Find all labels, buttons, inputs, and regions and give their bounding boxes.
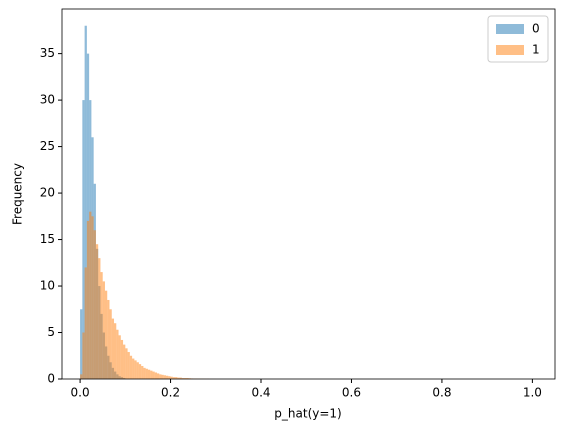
- histogram-bar: [105, 291, 107, 379]
- histogram-bar: [148, 370, 150, 379]
- histogram-bar: [143, 368, 145, 379]
- histogram-bar: [130, 356, 132, 379]
- histogram-bar: [155, 372, 157, 379]
- histogram-bar: [98, 258, 100, 379]
- y-tick-label: 30: [40, 93, 55, 107]
- histogram-bar: [103, 281, 105, 379]
- histogram-bar: [157, 373, 159, 379]
- histogram-bar: [87, 221, 89, 379]
- y-axis-label: Frequency: [11, 163, 25, 225]
- histogram-bar: [164, 375, 166, 379]
- histogram-bar: [134, 360, 136, 379]
- histogram-bar: [159, 374, 161, 379]
- histogram-bar: [166, 376, 168, 379]
- histogram-bar: [162, 375, 164, 379]
- y-tick-label: 20: [40, 186, 55, 200]
- histogram-bar: [168, 376, 170, 379]
- histogram-bar: [150, 371, 152, 379]
- y-tick-label: 5: [47, 325, 55, 339]
- legend-label: 1: [532, 43, 540, 57]
- histogram-bar: [139, 364, 141, 379]
- histogram-bar: [100, 272, 102, 379]
- histogram-bar: [112, 319, 114, 379]
- x-tick-label: 1.0: [523, 386, 542, 400]
- histogram-bar: [119, 335, 121, 379]
- histogram-bar: [132, 359, 134, 379]
- histogram-bar: [109, 309, 111, 379]
- y-tick-label: 35: [40, 46, 55, 60]
- histogram-bar: [152, 372, 154, 379]
- legend-swatch: [496, 45, 524, 55]
- histogram-bar: [85, 267, 87, 379]
- plot-frame: [62, 9, 555, 379]
- x-tick-label: 0.6: [342, 386, 361, 400]
- histogram-bar: [94, 230, 96, 379]
- y-tick-label: 10: [40, 279, 55, 293]
- histogram-bar: [82, 333, 84, 379]
- histogram-bar: [123, 345, 125, 379]
- histogram-bar: [128, 352, 130, 379]
- legend-label: 0: [532, 22, 540, 36]
- x-tick-label: 0.4: [251, 386, 270, 400]
- histogram-bar: [89, 212, 91, 379]
- y-tick-label: 15: [40, 232, 55, 246]
- x-tick-label: 0.0: [71, 386, 90, 400]
- histogram-bar: [137, 362, 139, 379]
- histogram-bar: [114, 323, 116, 379]
- histogram-bar: [116, 330, 118, 379]
- x-tick-label: 0.8: [432, 386, 451, 400]
- y-tick-label: 25: [40, 139, 55, 153]
- histogram-bar: [96, 244, 98, 379]
- histogram-bar: [121, 340, 123, 379]
- histogram-bar: [80, 374, 82, 379]
- legend-swatch: [496, 24, 524, 34]
- x-axis-label: p_hat(y=1): [274, 407, 341, 421]
- histogram-bar: [107, 300, 109, 379]
- histogram-bar: [91, 216, 93, 379]
- histogram-bar: [80, 309, 82, 379]
- histogram-bar: [125, 348, 127, 379]
- histogram-bar: [141, 366, 143, 379]
- histogram-bar: [146, 369, 148, 379]
- x-tick-label: 0.2: [161, 386, 180, 400]
- y-tick-label: 0: [47, 372, 55, 386]
